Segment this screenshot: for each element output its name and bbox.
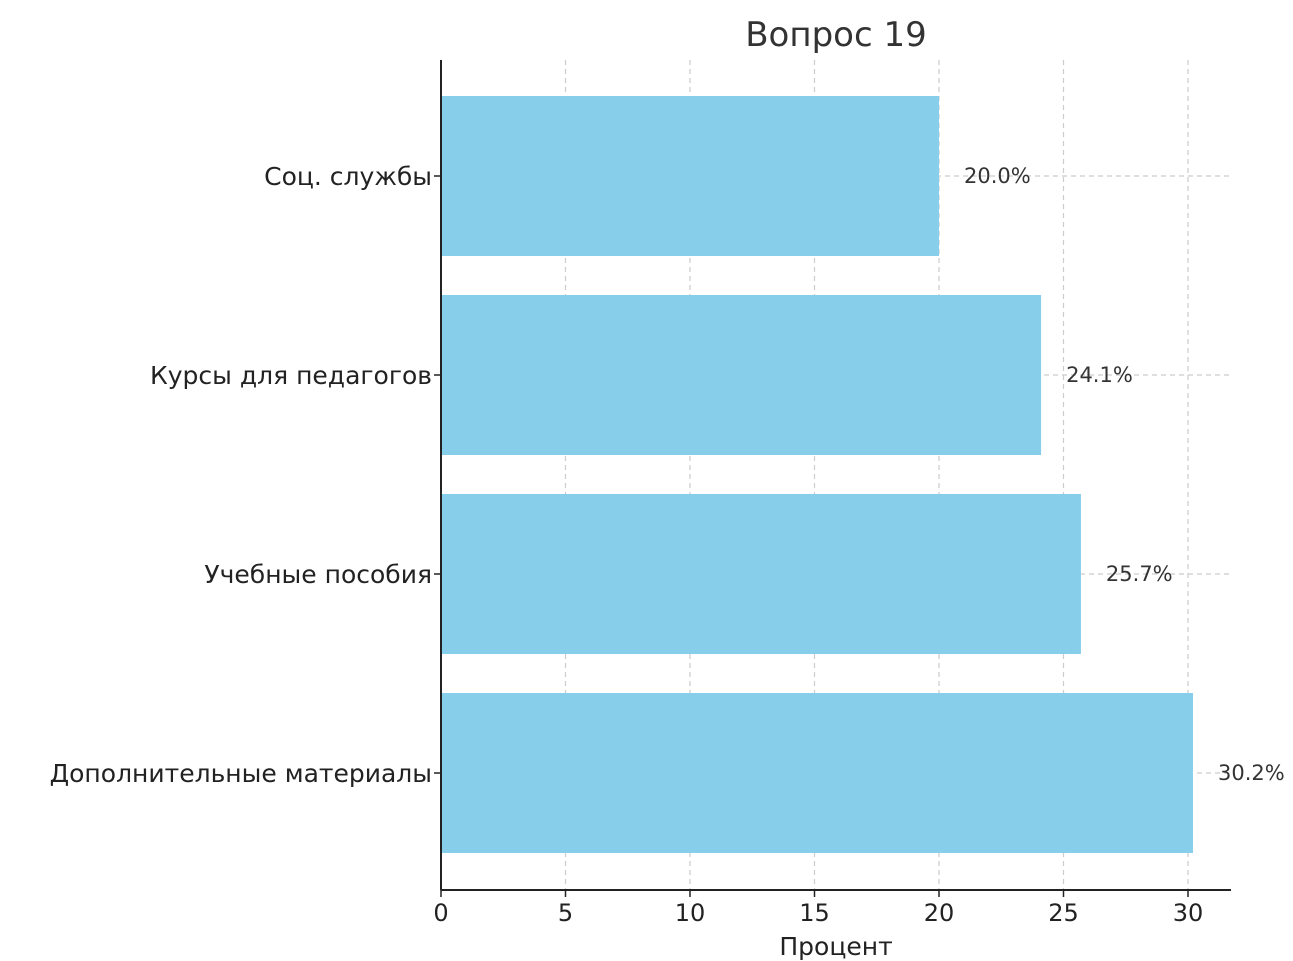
bar-1 (441, 295, 1042, 455)
bar-layer (441, 96, 1193, 853)
x-tick-label: 15 (799, 899, 830, 927)
category-label: Курсы для педагогов (150, 361, 432, 390)
x-axis-title: Процент (779, 932, 892, 961)
axis-layer (440, 60, 1231, 891)
data-label: 30.2% (1218, 761, 1285, 785)
bar-3 (441, 693, 1193, 853)
category-label: Учебные пособия (204, 560, 432, 589)
data-label: 25.7% (1106, 562, 1173, 586)
data-label: 20.0% (964, 164, 1031, 188)
x-tick-label: 10 (675, 899, 706, 927)
x-tick-label: 20 (924, 899, 955, 927)
x-tick-label: 30 (1173, 899, 1204, 927)
data-label: 24.1% (1066, 363, 1133, 387)
bar-0 (441, 96, 939, 256)
label-layer: Соц. службы 20.0% Курсы для педагогов 24.1%… (50, 162, 1285, 927)
tick-layer (434, 175, 1189, 897)
bar-2 (441, 494, 1081, 654)
category-label: Дополнительные материалы (50, 759, 432, 788)
chart-title: Вопрос 19 (745, 15, 927, 55)
x-tick-label: 25 (1048, 899, 1079, 927)
x-tick-label: 5 (558, 899, 573, 927)
category-label: Соц. службы (264, 162, 432, 191)
x-tick-label: 0 (433, 899, 448, 927)
